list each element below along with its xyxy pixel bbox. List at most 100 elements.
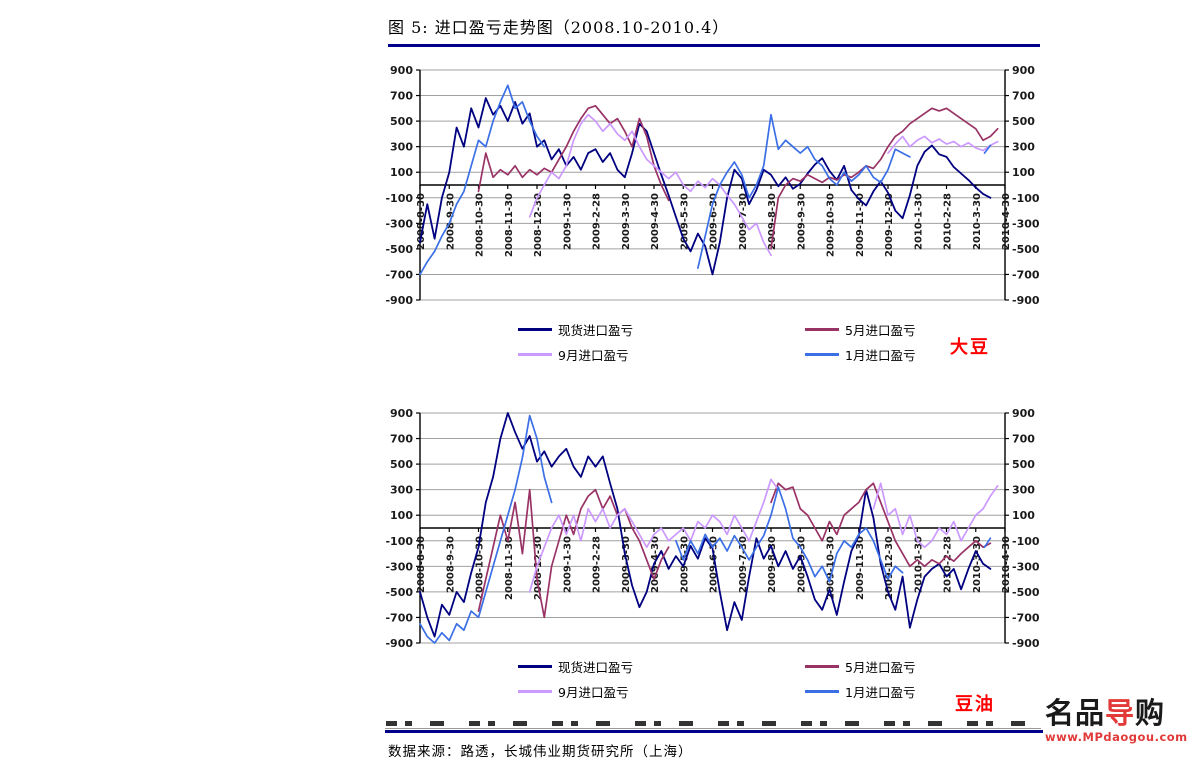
y-tick-label-right: 300 [1012, 141, 1035, 154]
series-line [872, 482, 999, 549]
commodity-label-soyoil: 豆油 [955, 694, 995, 715]
legend-item: 1月进口盈亏 [805, 345, 1092, 364]
y-tick-label: -300 [385, 560, 413, 573]
logo-text-prefix: 名品 [1045, 696, 1106, 730]
legend-item: 5月进口盈亏 [805, 320, 1092, 339]
y-tick-label-right: -100 [1012, 535, 1040, 548]
series-line [419, 414, 553, 644]
x-tick-label: 2008-12-30 [533, 193, 544, 257]
y-tick-label: -300 [385, 217, 413, 230]
legend-label: 9月进口盈亏 [558, 348, 629, 363]
legend-label: 5月进口盈亏 [845, 323, 916, 338]
x-tick-label: 2009-11-30 [855, 193, 866, 257]
x-tick-label: 2009-3-30 [621, 193, 632, 250]
legend-item: 1月进口盈亏 [805, 682, 1092, 701]
logo-text-accent: 导 [1105, 696, 1136, 730]
y-tick-label-right: 100 [1012, 509, 1035, 522]
legend-label: 9月进口盈亏 [558, 685, 629, 700]
y-tick-label-right: 500 [1012, 458, 1035, 471]
legend-swatch [518, 690, 552, 693]
x-tick-label: 2010-1-30 [913, 536, 924, 593]
y-tick-label: 900 [390, 64, 413, 77]
y-tick-label: 300 [390, 141, 413, 154]
clipped-text-row [386, 721, 1038, 726]
x-tick-label: 2008-12-30 [533, 536, 544, 600]
y-tick-label: -500 [385, 243, 413, 256]
x-tick-label: 2009-7-30 [738, 193, 749, 250]
legend-label: 1月进口盈亏 [845, 685, 916, 700]
y-tick-label: 500 [390, 115, 413, 128]
legend-label: 现货进口盈亏 [558, 323, 634, 338]
x-tick-label: 2009-10-30 [826, 193, 837, 257]
legend-swatch [805, 353, 839, 356]
series-line [477, 488, 670, 619]
x-tick-label: 2009-11-30 [855, 536, 866, 600]
legend-item: 9月进口盈亏 [518, 345, 805, 364]
x-tick-label: 2009-1-30 [562, 193, 573, 250]
logo-url: www.MPdaogou.com [1045, 730, 1188, 744]
chart-soyoil: 900 900 700 700 500 500 300 300 100 100 -100 -100 -3… [385, 403, 1045, 649]
legend-swatch [518, 328, 552, 331]
commodity-label-soybean: 大豆 [950, 337, 990, 358]
x-tick-label: 2008-8-30 [416, 536, 427, 593]
x-tick-label: 2008-9-30 [445, 536, 456, 593]
logo-text: 名品导购 [1045, 698, 1191, 728]
x-tick-label: 2009-4-30 [650, 536, 661, 593]
legend-swatch [518, 353, 552, 356]
x-tick-label: 2010-4-30 [1001, 536, 1012, 593]
x-tick-label: 2009-2-28 [592, 193, 603, 250]
legend-swatch [805, 690, 839, 693]
y-tick-label: 500 [390, 458, 413, 471]
x-tick-label: 2009-5-30 [679, 193, 690, 250]
series-line [983, 144, 992, 154]
chart-soybean: 900 900 700 700 500 500 300 300 100 100 -100 -100 -3… [385, 60, 1045, 306]
chart-canvas: 900 900 700 700 500 500 300 300 100 100 -100 -100 -3… [385, 407, 1040, 649]
series-line [477, 104, 670, 202]
legend-soybean: 现货进口盈亏 5月进口盈亏 9月进口盈亏 1月进口盈亏 [385, 320, 1045, 364]
y-tick-label-right: -900 [1012, 637, 1040, 649]
data-source-note: 数据来源：路透，长城伟业期货研究所（上海） [388, 744, 693, 760]
x-tick-label: 2009-10-30 [826, 536, 837, 600]
x-tick-label: 2009-1-30 [562, 536, 573, 593]
y-tick-label: 100 [390, 166, 413, 179]
x-tick-label: 2010-2-28 [943, 536, 954, 593]
y-tick-label-right: 700 [1012, 90, 1035, 103]
y-tick-label: -900 [385, 294, 413, 306]
y-tick-label: -500 [385, 586, 413, 599]
gray-divider [385, 728, 1041, 729]
series-line [528, 478, 780, 593]
legend-swatch [805, 665, 839, 668]
y-tick-label: -100 [385, 535, 413, 548]
x-tick-label: 2009-9-30 [796, 536, 807, 593]
y-tick-label-right: 700 [1012, 433, 1035, 446]
x-tick-label: 2008-11-30 [504, 193, 515, 257]
y-tick-label: 100 [390, 509, 413, 522]
y-tick-label: 300 [390, 484, 413, 497]
bottom-divider [385, 730, 1043, 733]
y-tick-label-right: 500 [1012, 115, 1035, 128]
legend-item: 现货进口盈亏 [518, 657, 805, 676]
legend-item: 5月进口盈亏 [805, 657, 1092, 676]
x-tick-label: 2008-8-30 [416, 193, 427, 250]
y-tick-label-right: 900 [1012, 407, 1035, 420]
x-tick-label: 2010-2-28 [943, 193, 954, 250]
x-tick-label: 2009-4-30 [650, 193, 661, 250]
legend-item: 现货进口盈亏 [518, 320, 805, 339]
series-line [419, 84, 546, 276]
chart-canvas: 900 900 700 700 500 500 300 300 100 100 -100 -100 -3… [385, 64, 1040, 306]
series-line [697, 113, 911, 269]
legend-label: 现货进口盈亏 [558, 660, 634, 675]
x-tick-label: 2010-1-30 [913, 193, 924, 250]
y-tick-label-right: -500 [1012, 586, 1040, 599]
series-line [419, 97, 992, 276]
x-tick-label: 2008-10-30 [475, 193, 486, 257]
legend-label: 5月进口盈亏 [845, 660, 916, 675]
series-line [770, 482, 992, 568]
x-tick-label: 2009-8-30 [767, 193, 778, 250]
y-tick-label: 700 [390, 90, 413, 103]
y-tick-label-right: -500 [1012, 243, 1040, 256]
y-tick-label-right: -100 [1012, 192, 1040, 205]
x-tick-label: 2009-7-30 [738, 536, 749, 593]
y-tick-label: -100 [385, 192, 413, 205]
x-tick-label: 2009-3-30 [621, 536, 632, 593]
